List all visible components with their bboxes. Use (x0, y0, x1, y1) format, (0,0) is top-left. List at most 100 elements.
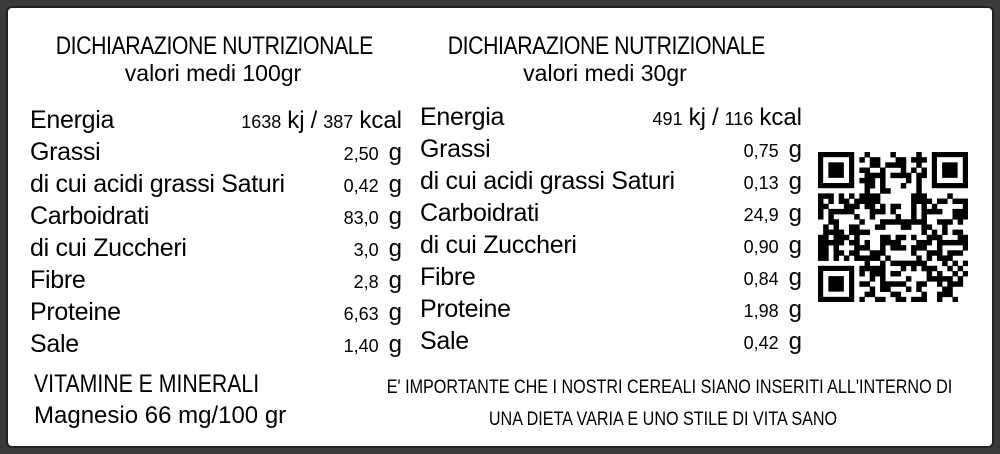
qr-module (921, 245, 927, 251)
qr-module (900, 265, 907, 272)
value: 24,9 (743, 205, 779, 225)
qr-module (874, 270, 881, 277)
qr-module (864, 193, 871, 199)
qr-module (838, 208, 845, 215)
panel-subtitle: valori medi 30gr (523, 60, 687, 86)
qr-module (864, 177, 871, 184)
qr-module (864, 260, 871, 267)
qr-module (942, 291, 948, 298)
qr-module (900, 162, 907, 168)
row-value: 0,13 g (744, 167, 802, 196)
qr-module (869, 172, 876, 179)
qr-module (942, 276, 948, 282)
qr-module (869, 208, 876, 215)
qr-module (828, 162, 844, 178)
qr-module (828, 276, 844, 292)
qr-module (911, 203, 917, 210)
qr-module (947, 239, 953, 246)
unit: g (788, 232, 802, 259)
qr-module (880, 296, 886, 302)
qr-module (885, 239, 891, 246)
qr-module (952, 281, 958, 287)
energy-values: 1638 kj/387 kcal (241, 107, 402, 135)
qr-module (952, 250, 958, 256)
qr-module (921, 198, 927, 205)
qr-module (869, 255, 876, 261)
qr-module (921, 265, 927, 272)
qr-module (859, 245, 865, 251)
qr-module (921, 214, 927, 220)
qr-module (911, 198, 917, 205)
row-value: 2,8 g (354, 266, 402, 295)
qr-module (947, 265, 953, 272)
qr-module (900, 157, 907, 163)
qr-module (926, 276, 933, 282)
qr-module (947, 281, 953, 287)
qr-module (828, 219, 834, 225)
qr-module (833, 219, 839, 225)
qr-module (952, 239, 958, 246)
qr-module (854, 224, 860, 230)
qr-module (895, 162, 902, 168)
qr-module (895, 219, 902, 225)
qr-module (833, 239, 839, 246)
qr-module (962, 208, 968, 215)
qr-module (828, 239, 834, 246)
row-label: Energia (30, 106, 115, 134)
qr-module (869, 265, 876, 272)
qr-module (911, 296, 917, 302)
qr-module (895, 296, 902, 302)
qr-module (854, 245, 860, 251)
qr-module (952, 296, 958, 302)
panel-subtitle: valori medi 100gr (124, 60, 302, 86)
qr-module (916, 239, 922, 246)
qr-module (942, 224, 948, 230)
qr-module (854, 239, 860, 246)
qr-module (952, 198, 958, 205)
qr-module (936, 239, 943, 246)
qr-module (916, 245, 922, 251)
qr-module (900, 281, 907, 287)
value: 0,75 (743, 141, 779, 161)
nutrition-label: DICHIARAZIONE NUTRIZIONALE valori medi 1… (6, 6, 994, 448)
qr-module (838, 250, 845, 256)
energy-row: Energia 1638 kj/387 kcal (30, 106, 402, 138)
qr-module (823, 234, 829, 241)
qr-module (864, 203, 871, 210)
qr-module (869, 193, 876, 199)
qr-module (890, 203, 896, 210)
qr-module (833, 224, 839, 230)
qr-module (900, 183, 907, 189)
qr-module (947, 219, 953, 225)
qr-module (895, 281, 902, 287)
qr-module (859, 167, 865, 173)
qr-module (957, 214, 964, 220)
qr-module (936, 219, 943, 225)
nutrient-row: Fibre 0,84 g (420, 263, 802, 295)
qr-module (880, 270, 886, 277)
qr-module (818, 255, 824, 261)
row-value: 0,84 g (744, 263, 802, 292)
qr-module (880, 177, 886, 184)
qr-module (936, 250, 943, 256)
qr-module (921, 296, 927, 302)
qr-module (885, 281, 891, 287)
row-value: 1,40 g (344, 330, 402, 359)
qr-module (843, 208, 850, 215)
qr-module (931, 265, 938, 272)
nutrient-row: Sale 0,42 g (420, 327, 802, 359)
qr-module (864, 183, 871, 189)
qr-module (911, 208, 917, 215)
qr-module (936, 281, 943, 287)
kcal-unit: kcal (359, 107, 402, 134)
qr-module (962, 245, 968, 251)
qr-module (921, 239, 927, 246)
kj-unit: kj (688, 104, 706, 131)
unit: g (788, 200, 802, 227)
qr-module (936, 234, 943, 241)
qr-module (869, 291, 876, 298)
kcal-unit: kcal (759, 104, 802, 131)
qr-module (869, 177, 876, 184)
qr-module (926, 234, 933, 241)
qr-module (926, 265, 933, 272)
